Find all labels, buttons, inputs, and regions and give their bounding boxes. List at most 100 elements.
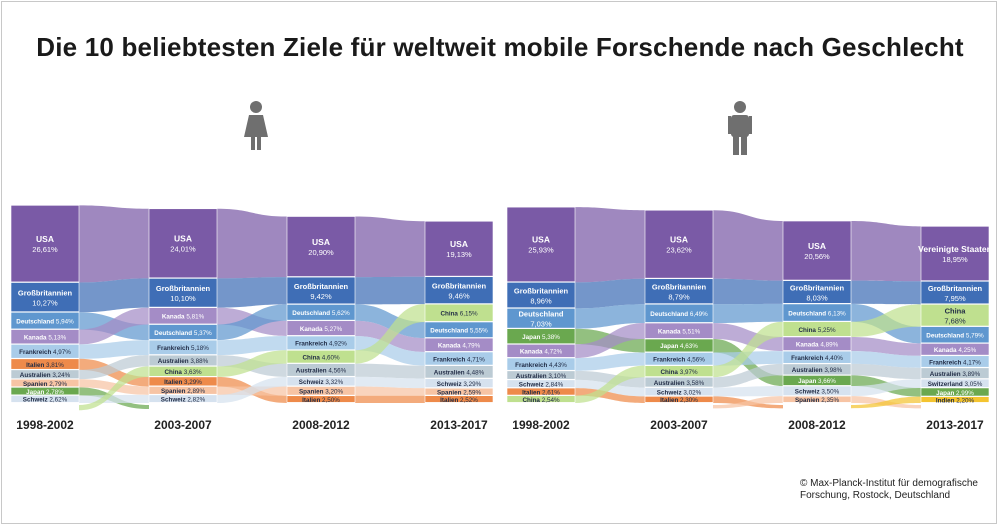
node-großbritannien bbox=[506, 282, 576, 309]
node-deutschland bbox=[286, 304, 356, 321]
period-label: 2003-2007 bbox=[650, 418, 708, 432]
node-label-inline: Kanada 5,51% bbox=[658, 329, 701, 336]
node-china bbox=[148, 366, 218, 377]
flow-indien bbox=[851, 396, 921, 409]
flow-australien bbox=[851, 363, 921, 380]
node-usa bbox=[424, 220, 494, 277]
node-australien bbox=[148, 354, 218, 367]
node-label-inline: Italien 2,50% bbox=[302, 397, 340, 404]
flow-italien bbox=[355, 395, 425, 403]
node-großbritannien bbox=[782, 280, 852, 304]
node-label-inline: Deutschland 5,55% bbox=[430, 328, 488, 335]
node-label-inline: Australien 3,58% bbox=[654, 380, 705, 387]
node-label-inline: Kanada 5,13% bbox=[24, 334, 67, 341]
node-label: Deutschland bbox=[518, 310, 563, 319]
node-frankreich bbox=[424, 351, 494, 366]
node-frankreich bbox=[10, 344, 80, 359]
node-kanada bbox=[920, 343, 990, 356]
flow-schweiz bbox=[217, 376, 287, 403]
node-spanien bbox=[286, 386, 356, 396]
node-label-inline: Schweiz 2,82% bbox=[161, 396, 206, 403]
node-usa bbox=[506, 206, 576, 283]
flow-china bbox=[79, 366, 149, 411]
flow-usa bbox=[355, 216, 425, 278]
node-label-inline: Australien 3,24% bbox=[20, 372, 71, 379]
node-label-inline: Japan 3,66% bbox=[798, 378, 836, 385]
node-deutschland bbox=[424, 321, 494, 338]
node-italien bbox=[424, 395, 494, 403]
node-großbritannien bbox=[424, 276, 494, 304]
flow-großbritannien bbox=[575, 278, 645, 309]
node-value: 18,95% bbox=[942, 255, 968, 264]
flow-australien bbox=[713, 363, 783, 388]
period-label: 2003-2007 bbox=[154, 418, 212, 432]
node-australien bbox=[286, 363, 356, 377]
node-label-inline: Schweiz 3,29% bbox=[437, 381, 482, 388]
node-italien bbox=[148, 376, 218, 387]
node-label-inline: Frankreich 4,71% bbox=[433, 356, 485, 363]
node-value: 7,03% bbox=[530, 320, 552, 329]
node-label-inline: Spanien 2,89% bbox=[161, 388, 206, 395]
node-value: 7,95% bbox=[944, 294, 966, 303]
node-china bbox=[782, 321, 852, 337]
node-value: 23,62% bbox=[666, 245, 692, 254]
node-deutschland bbox=[920, 326, 990, 344]
node-label-inline: Frankreich 4,17% bbox=[929, 359, 981, 366]
node-label-inline: China 3,97% bbox=[660, 369, 698, 376]
flow-china bbox=[355, 304, 425, 364]
node-label-inline: Schweiz 3,02% bbox=[657, 389, 702, 396]
sankey-male: USA25,93%Großbritannien8,96%Deutschland7… bbox=[506, 101, 992, 432]
male-person-icon bbox=[728, 101, 752, 155]
node-label-inline: Italien 3,29% bbox=[164, 379, 202, 386]
node-kanada bbox=[286, 320, 356, 336]
flow-australien bbox=[79, 355, 149, 380]
node-label: Großbritannien bbox=[18, 288, 73, 297]
node-label-inline: Spanien 2,79% bbox=[23, 381, 68, 388]
flow-china bbox=[713, 321, 783, 378]
node-kanada bbox=[148, 307, 218, 325]
node-schweiz bbox=[920, 378, 990, 388]
node-label-inline: Schweiz 2,62% bbox=[23, 397, 68, 404]
node-label-inline: Frankreich 4,92% bbox=[295, 341, 347, 348]
node-label: USA bbox=[174, 234, 192, 244]
node-label-inline: Australien 3,89% bbox=[930, 371, 981, 378]
node-schweiz bbox=[424, 378, 494, 388]
node-kanada bbox=[424, 337, 494, 352]
node-japan bbox=[10, 387, 80, 396]
node-kanada bbox=[644, 322, 714, 339]
node-deutschland bbox=[148, 324, 218, 340]
node-label: Großbritannien bbox=[790, 283, 845, 292]
period-label: 1998-2002 bbox=[512, 418, 570, 432]
node-label-inline: Australien 4,56% bbox=[296, 368, 347, 375]
node-spanien bbox=[10, 378, 80, 388]
node-label-inline: Deutschland 5,37% bbox=[154, 330, 212, 337]
node-deutschland bbox=[644, 303, 714, 323]
node-value: 26,61% bbox=[32, 245, 58, 254]
node-spanien bbox=[424, 387, 494, 396]
node-usa bbox=[782, 220, 852, 281]
node-italien bbox=[286, 395, 356, 403]
node-italien bbox=[10, 358, 80, 370]
flow-kanada bbox=[79, 307, 149, 345]
node-label-inline: Deutschland 6,49% bbox=[650, 311, 708, 318]
node-label-inline: Indien 2,20% bbox=[936, 397, 975, 404]
node-schweiz bbox=[644, 387, 714, 397]
node-label: USA bbox=[312, 237, 330, 247]
node-indien bbox=[920, 396, 990, 403]
node-australien bbox=[506, 370, 576, 380]
node-label-inline: Schweiz 2,84% bbox=[519, 381, 564, 388]
flow-frankreich bbox=[355, 336, 425, 366]
flow-usa bbox=[713, 210, 783, 281]
node-label-inline: Schweiz 3,32% bbox=[299, 379, 344, 386]
node-label: Großbritannien bbox=[156, 284, 211, 293]
period-label: 2008-2012 bbox=[788, 418, 846, 432]
node-label: Großbritannien bbox=[928, 284, 983, 293]
node-deutschland bbox=[506, 308, 576, 329]
node-value: 7,68% bbox=[944, 316, 966, 325]
node-label-inline: Spanien 2,59% bbox=[437, 389, 482, 396]
node-label-inline: Switzerland 3,05% bbox=[928, 381, 983, 388]
flow-schweiz bbox=[851, 379, 921, 397]
node-usa bbox=[148, 208, 218, 279]
node-großbritannien bbox=[644, 278, 714, 304]
node-label: Großbritannien bbox=[652, 282, 707, 291]
